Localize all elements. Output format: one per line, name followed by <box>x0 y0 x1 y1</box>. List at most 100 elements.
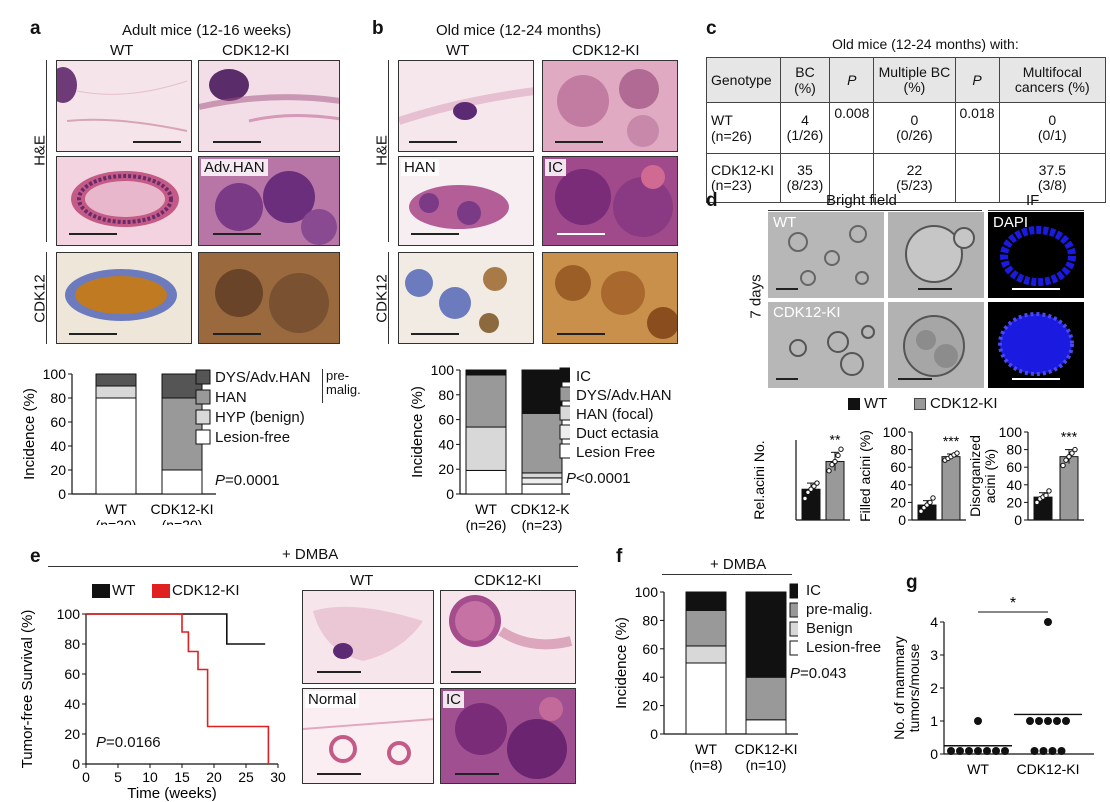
b-incidence-legend-swatch <box>559 367 570 383</box>
d-disorganized-data-point <box>1034 499 1040 506</box>
panel-b-label-ic: IC <box>545 159 566 176</box>
micrograph-d-ki-if <box>988 302 1084 388</box>
b-incidence-bar-segment <box>465 369 507 376</box>
d-disorganized-data-point <box>1063 457 1069 463</box>
d-disorganized-data-point <box>1069 450 1075 456</box>
panel-f-legend-benign: Benign <box>806 620 853 637</box>
b-incidence-y-tick-label: 40 <box>438 436 454 452</box>
a-incidence-y-tick-label: 60 <box>50 414 66 430</box>
panel-c-cell: 4 (1/26) <box>779 102 831 154</box>
panel-d-legend-wt: WT <box>864 395 888 412</box>
panel-a-row-he: H&E <box>31 135 49 166</box>
b-incidence-y-tick-label: 60 <box>438 412 454 428</box>
d-filled-y-tick-label: 80 <box>890 442 906 458</box>
g-tumors-data-point <box>947 747 955 755</box>
histology-image-a-wt-he-low <box>56 60 192 152</box>
panel-f-legend-premalig: pre-malig. <box>806 601 873 618</box>
d-disorganized-data-point <box>1046 488 1052 494</box>
b-incidence-y-tick-label: 80 <box>438 387 454 403</box>
panel-d-legend-ki: CDK12-KI <box>930 395 998 412</box>
panel-f-pvalue-p: P <box>790 665 801 682</box>
panel-c-cell: 0 (0/26) <box>873 102 956 154</box>
g-tumors-data-point <box>1053 717 1061 725</box>
panel-b-col-wt: WT <box>446 42 470 59</box>
d-filled-y-tick-label: 0 <box>898 512 906 528</box>
panel-d-if-line <box>988 210 1084 211</box>
panel-c-cell <box>954 153 1000 203</box>
g-tumors-data-point <box>1030 747 1039 755</box>
f-incidence-y-label: Incidence (%) <box>613 617 630 709</box>
a-incidence-x-tick-label: (n=20) <box>96 517 137 525</box>
panel-c-h-multifocal: Multifocal cancers (%) <box>998 57 1107 103</box>
histology-image-b-wt-cdk12 <box>398 252 534 344</box>
a-incidence-x-tick-label: CDK12-KI <box>150 501 213 517</box>
a-incidence-bar-segment <box>95 373 137 387</box>
panel-f-legend-free: Lesion-free <box>806 639 882 656</box>
panel-c-row-ki: CDK12-KI (n=23) 35 (8/23) 22 (5/23) 37.5… <box>706 153 1107 203</box>
panel-b-bracket-cdk12 <box>388 252 389 344</box>
micrograph-d-ki-bf-high <box>888 302 984 388</box>
d-filled-data-point <box>918 508 924 514</box>
panel-c-cell: 35 (8/23) <box>779 153 831 203</box>
panel-e-label-normal: Normal <box>305 691 360 708</box>
a-incidence-bar-segment <box>161 469 203 495</box>
chart-g-tumors: 0 1 2 3 4 No. of mammarytumors/mouse WT CDK12-K… <box>891 595 1094 777</box>
panel-e-legend-ki-swatch <box>152 584 170 598</box>
d-relacini-y-label: Rel.acini No. <box>751 440 767 519</box>
panel-b-pvalue-value: <0.0001 <box>576 470 631 487</box>
g-tumors-data-point <box>974 747 982 755</box>
panel-d-legend-ki-swatch <box>914 398 926 410</box>
a-incidence-y-tick-label: 0 <box>58 486 66 502</box>
g-tumors-x-tick-label: CDK12-KI <box>1016 761 1079 777</box>
panel-label-a: a <box>30 18 41 39</box>
f-incidence-x-tick-label: CDK12-KI <box>734 741 797 757</box>
panel-d-days: 7 days <box>747 274 765 319</box>
a-incidence-y-label: Incidence (%) <box>21 388 38 480</box>
b-incidence-bar-segment <box>521 412 563 474</box>
a-incidence-bar-segment <box>161 373 203 399</box>
panel-a-premalig-bracket <box>322 369 323 403</box>
d-disorganized-y-tick-label: 80 <box>1006 442 1022 458</box>
b-incidence-bar-segment <box>521 369 563 414</box>
e-survival-series-line-wt <box>86 613 266 645</box>
histology-image-b-wt-he-low <box>398 60 534 152</box>
panel-c-header-row: Genotype BC (%) P Multiple BC (%) P Mult… <box>706 57 1107 103</box>
panel-d-legend-wt-swatch <box>848 398 860 410</box>
g-tumors-data-point <box>1048 747 1057 755</box>
d-filled-y-tick-label: 20 <box>890 494 906 510</box>
f-incidence-bar-segment <box>685 645 727 664</box>
panel-c-cell: 22 (5/23) <box>873 153 956 203</box>
d-disorganized-y-tick-label: 100 <box>999 424 1023 440</box>
panel-d-bright-field: Bright field <box>826 192 897 209</box>
g-tumors-significance: * <box>1010 595 1016 612</box>
panel-f-dmba-line <box>662 574 792 575</box>
histology-image-a-wt-cdk12 <box>56 252 192 344</box>
panel-c-h-p1: P <box>829 57 875 103</box>
d-relacini-data-point <box>805 489 811 496</box>
g-tumors-y-label: No. of mammarytumors/mouse <box>891 636 922 739</box>
panel-c-cell: CDK12-KI (n=23) <box>706 153 781 203</box>
panel-b-col-ki: CDK12-KI <box>572 42 640 59</box>
f-incidence-x-tick-label: (n=8) <box>689 757 722 773</box>
panel-b-row-he: H&E <box>373 135 391 166</box>
panel-e-pvalue: P=0.0166 <box>96 734 161 751</box>
b-incidence-bar-segment <box>465 469 507 495</box>
panel-a-bracket-cdk12 <box>46 252 47 344</box>
d-disorganized-y-tick-label: 0 <box>1014 512 1022 528</box>
d-disorganized-y-tick-label: 40 <box>1006 477 1022 493</box>
b-incidence-bar-segment <box>521 472 563 479</box>
a-incidence-legend-swatch <box>195 429 211 445</box>
d-relacini-data-point <box>835 452 841 459</box>
histology-image-a-ki-cdk12 <box>198 252 340 344</box>
panel-c-cell: 0 (0/1) <box>998 102 1107 154</box>
panel-c-h-p2: P <box>954 57 1000 103</box>
panel-a-legend-dys: DYS/Adv.HAN <box>215 369 311 386</box>
panel-c-row-wt: WT (n=26) 4 (1/26) 0.008 0 (0/26) 0.018 … <box>706 102 1107 154</box>
b-incidence-y-tick-label: 20 <box>438 461 454 477</box>
g-tumors-data-point <box>1057 747 1066 755</box>
panel-f-pvalue-value: =0.043 <box>800 665 847 682</box>
g-tumors-data-point <box>983 747 991 755</box>
f-incidence-bar-segment <box>685 591 727 611</box>
